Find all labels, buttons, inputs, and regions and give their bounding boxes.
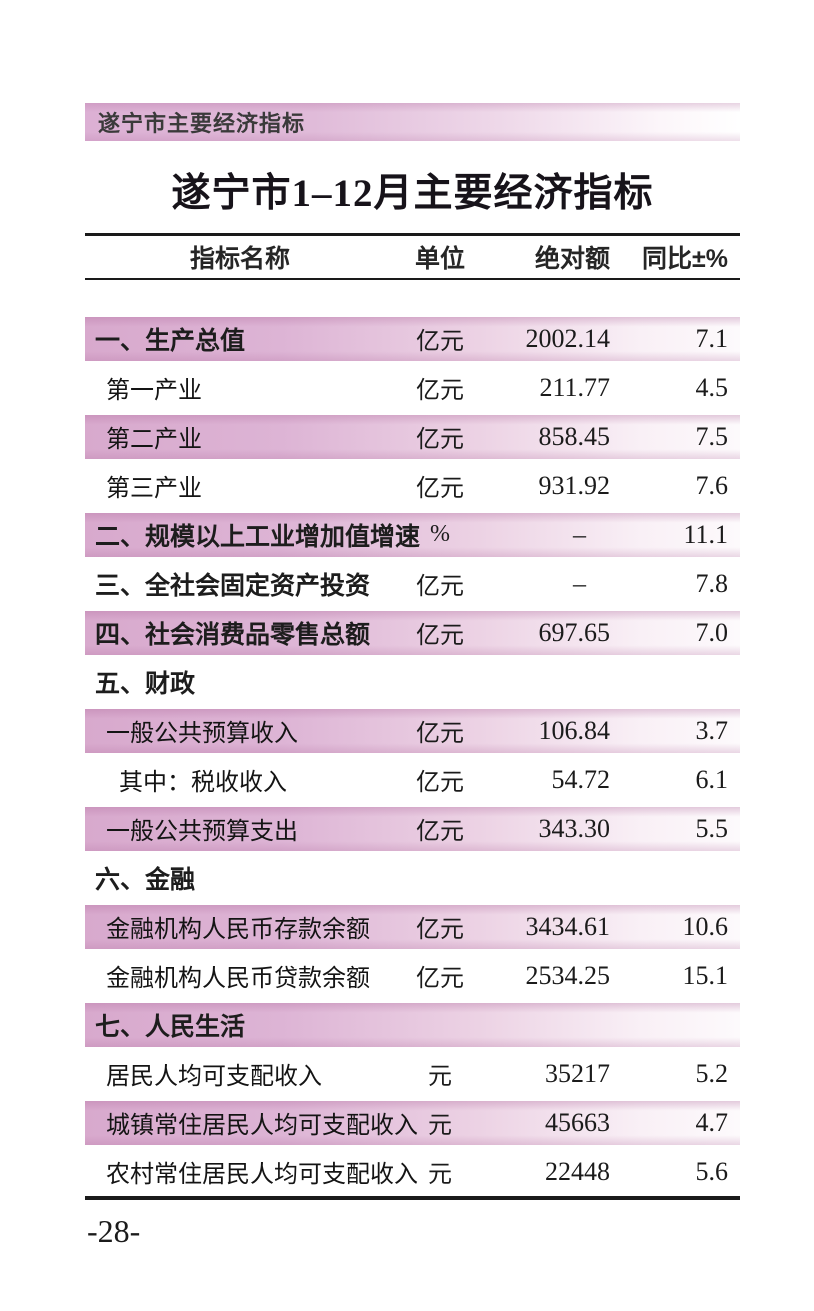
cell-absolute-amount: 2002.14 — [525, 323, 611, 353]
page-title: 遂宁市1–12月主要经济指标 — [171, 172, 654, 215]
cell-unit: 元 — [428, 1162, 452, 1188]
table-row: 二、规模以上工业增加值增速% – 11.1 — [85, 510, 740, 559]
cell-absolute-amount: 106.84 — [538, 715, 611, 745]
table-rule-bottom — [85, 1196, 740, 1200]
indicators-table: 指标名称 单位 绝对额 同比±% 一、生产总值 亿元 2002.14 7.1 第一产业亿… — [85, 233, 740, 1200]
cell-yoy-percent: 5.5 — [695, 813, 729, 843]
cell-unit: 亿元 — [416, 819, 464, 845]
cell-absolute-amount: 931.92 — [538, 470, 611, 500]
cell-absolute-amount: 54.72 — [551, 764, 611, 794]
cell-unit: 亿元 — [416, 721, 464, 747]
cell-absolute-amount: 343.30 — [538, 813, 611, 843]
table-row: 第三产业 亿元 931.92 7.6 — [85, 461, 740, 510]
table-row: 农村常住居民人均可支配收入元 22448 5.6 — [85, 1147, 740, 1196]
table-row: 三、全社会固定资产投资 亿元 – 7.8 — [85, 559, 740, 608]
column-header-absolute-amount: 绝对额 — [534, 245, 610, 273]
cell-yoy-percent: 5.6 — [695, 1156, 729, 1186]
cell-indicator-name: 金融机构人民币贷款余额 — [106, 966, 370, 992]
column-header-indicator-name: 指标名称 — [189, 245, 290, 273]
page-header-band: 遂宁市主要经济指标 — [85, 103, 740, 141]
cell-unit: 亿元 — [416, 917, 464, 943]
table-row: 一般公共预算支出 亿元 343.30 5.5 — [85, 804, 740, 853]
cell-yoy-percent: 15.1 — [682, 960, 729, 990]
cell-yoy-percent: 7.1 — [695, 323, 729, 353]
cell-indicator-name: 七、人民生活 — [95, 1012, 246, 1041]
cell-absolute-amount: 35217 — [545, 1058, 610, 1088]
table-row: 七、人民生活 — [85, 1000, 740, 1049]
cell-unit: 亿元 — [416, 427, 464, 453]
cell-indicator-name: 金融机构人民币存款余额 — [106, 917, 370, 943]
table-rule-header-bottom — [85, 278, 740, 280]
cell-yoy-percent: 7.6 — [695, 470, 729, 500]
cell-absolute-amount: 2534.25 — [525, 960, 611, 990]
table-row: 五、财政 — [85, 657, 740, 706]
table-row: 一、生产总值 亿元 2002.14 7.1 — [85, 314, 740, 363]
cell-unit: 亿元 — [416, 574, 464, 600]
cell-absolute-amount: 22448 — [545, 1156, 610, 1186]
cell-unit: 亿元 — [416, 476, 464, 502]
column-header-unit: 单位 — [414, 245, 465, 273]
page-content: 遂宁市主要经济指标 遂宁市1–12月主要经济指标 指标名称 单位 绝对额 同比±… — [85, 103, 740, 1250]
cell-indicator-name: 一、生产总值 — [95, 326, 246, 355]
cell-indicator-name: 第二产业 — [106, 427, 202, 453]
cell-absolute-amount: 3434.61 — [525, 911, 611, 941]
cell-indicator-name: 一般公共预算收入 — [106, 721, 298, 747]
cell-absolute-amount: – — [573, 568, 586, 598]
cell-unit: 亿元 — [416, 329, 464, 355]
cell-indicator-name: 居民人均可支配收入 — [106, 1064, 322, 1090]
table-row: 其中：税收收入 亿元 54.72 6.1 — [85, 755, 740, 804]
cell-yoy-percent: 7.0 — [695, 617, 729, 647]
cell-yoy-percent: 4.5 — [695, 372, 729, 402]
cell-yoy-percent: 5.2 — [695, 1058, 729, 1088]
cell-absolute-amount: 211.77 — [539, 372, 610, 402]
table-row: 四、社会消费品零售总额 亿元 697.65 7.0 — [85, 608, 740, 657]
table-body: 一、生产总值 亿元 2002.14 7.1 第一产业 亿元 211.77 4.5 第二产业 亿元 8… — [85, 314, 740, 1196]
table-row: 金融机构人民币贷款余额 亿元 2534.25 15.1 — [85, 951, 740, 1000]
table-row: 金融机构人民币存款余额 亿元 3434.61 10.6 — [85, 902, 740, 951]
cell-unit: 元 — [428, 1064, 452, 1090]
table-row: 一般公共预算收入 亿元 106.84 3.7 — [85, 706, 740, 755]
cell-absolute-amount: – — [573, 519, 586, 549]
cell-yoy-percent: 3.7 — [695, 715, 729, 745]
cell-indicator-name: 二、规模以上工业增加值增速 — [95, 522, 421, 551]
cell-absolute-amount: 45663 — [545, 1107, 610, 1137]
cell-indicator-name: 六、金融 — [95, 865, 196, 894]
table-row: 第二产业 亿元 858.45 7.5 — [85, 412, 740, 461]
cell-indicator-name: 五、财政 — [95, 669, 196, 698]
cell-unit: 元 — [428, 1113, 452, 1139]
cell-unit: 亿元 — [416, 966, 464, 992]
table-row: 六、金融 — [85, 853, 740, 902]
cell-unit: 亿元 — [416, 623, 464, 649]
cell-indicator-name: 第三产业 — [106, 476, 202, 502]
column-header-yoy-percent: 同比±% — [642, 245, 728, 273]
table-header-row: 指标名称 单位 绝对额 同比±% — [85, 236, 740, 278]
cell-unit: 亿元 — [416, 770, 464, 796]
table-rule-top — [85, 233, 740, 236]
cell-unit: 亿元 — [416, 378, 464, 404]
cell-yoy-percent: 6.1 — [695, 764, 729, 794]
cell-absolute-amount: 858.45 — [538, 421, 611, 451]
cell-indicator-name: 三、全社会固定资产投资 — [95, 571, 371, 600]
cell-indicator-name: 第一产业 — [106, 378, 202, 404]
table-row: 城镇常住居民人均可支配收入元 45663 4.7 — [85, 1098, 740, 1147]
cell-yoy-percent: 7.8 — [695, 568, 729, 598]
table-row: 居民人均可支配收入 元 35217 5.2 — [85, 1049, 740, 1098]
cell-absolute-amount: 697.65 — [538, 617, 611, 647]
cell-unit: % — [430, 521, 450, 547]
cell-indicator-name: 城镇常住居民人均可支配收入 — [106, 1113, 418, 1139]
cell-indicator-name: 四、社会消费品零售总额 — [95, 620, 371, 649]
table-row: 第一产业 亿元 211.77 4.5 — [85, 363, 740, 412]
page-number: -28- — [87, 1213, 141, 1249]
cell-yoy-percent: 4.7 — [695, 1107, 729, 1137]
cell-indicator-name: 其中：税收收入 — [119, 770, 287, 796]
cell-yoy-percent: 10.6 — [682, 911, 729, 941]
cell-indicator-name: 一般公共预算支出 — [106, 819, 298, 845]
cell-indicator-name: 农村常住居民人均可支配收入 — [106, 1162, 418, 1188]
header-band-text: 遂宁市主要经济指标 — [98, 111, 306, 136]
cell-yoy-percent: 11.1 — [683, 519, 728, 549]
cell-yoy-percent: 7.5 — [695, 421, 729, 451]
